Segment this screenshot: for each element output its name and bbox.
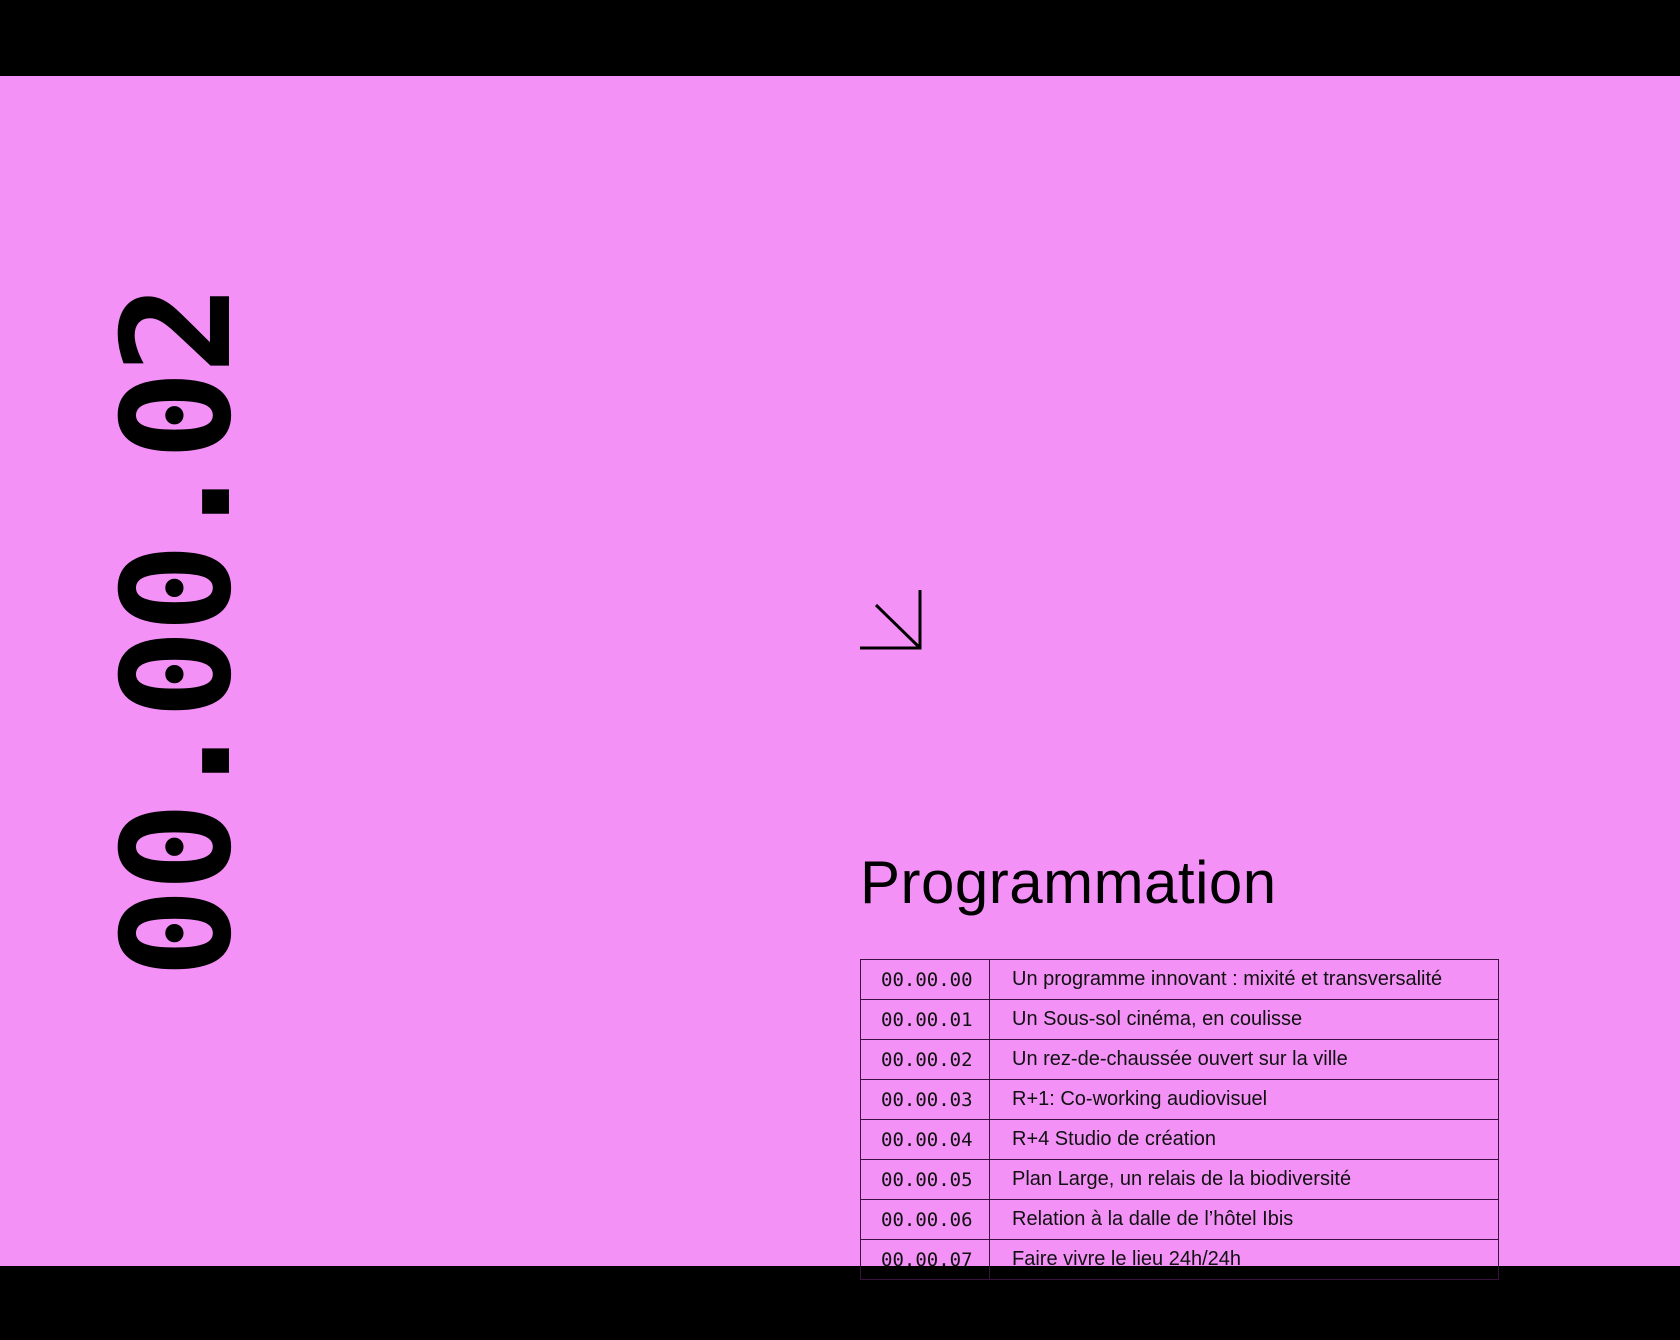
slide: 00.00.02 Programmation 00.00.00 Un progra… (0, 76, 1680, 1280)
program-table: 00.00.00 Un programme innovant : mixité e… (860, 959, 1499, 1280)
row-code: 00.00.07 (860, 1239, 990, 1280)
table-row[interactable]: 00.00.07 Faire vivre le lieu 24h/24h (860, 1239, 1499, 1280)
row-label: Un programme innovant : mixité et transv… (989, 959, 1499, 1000)
row-label: Un Sous-sol cinéma, en coulisse (989, 999, 1499, 1040)
table-row[interactable]: 00.00.01 Un Sous-sol cinéma, en coulisse (860, 999, 1499, 1040)
row-code: 00.00.05 (860, 1159, 990, 1200)
row-code: 00.00.06 (860, 1199, 990, 1240)
row-label: Faire vivre le lieu 24h/24h (989, 1239, 1499, 1280)
table-row[interactable]: 00.00.06 Relation à la dalle de l’hôtel I… (860, 1199, 1499, 1240)
row-code: 00.00.02 (860, 1039, 990, 1080)
row-code: 00.00.00 (860, 959, 990, 1000)
section-number: 00.00.02 (91, 287, 265, 979)
row-code: 00.00.03 (860, 1079, 990, 1120)
row-label: Un rez-de-chaussée ouvert sur la ville (989, 1039, 1499, 1080)
row-label: Plan Large, un relais de la biodiversité (989, 1159, 1499, 1200)
table-row[interactable]: 00.00.03 R+1: Co-working audiovisuel (860, 1079, 1499, 1120)
page-title: Programmation (860, 849, 1277, 916)
arrow-down-right-icon (860, 590, 922, 650)
table-row[interactable]: 00.00.05 Plan Large, un relais de la biod… (860, 1159, 1499, 1200)
row-label: Relation à la dalle de l’hôtel Ibis (989, 1199, 1499, 1240)
table-row[interactable]: 00.00.00 Un programme innovant : mixité e… (860, 959, 1499, 1000)
row-code: 00.00.01 (860, 999, 990, 1040)
table-row[interactable]: 00.00.02 Un rez-de-chaussée ouvert sur la… (860, 1039, 1499, 1080)
row-label: R+4 Studio de création (989, 1119, 1499, 1160)
row-code: 00.00.04 (860, 1119, 990, 1160)
row-label: R+1: Co-working audiovisuel (989, 1079, 1499, 1120)
table-row[interactable]: 00.00.04 R+4 Studio de création (860, 1119, 1499, 1160)
